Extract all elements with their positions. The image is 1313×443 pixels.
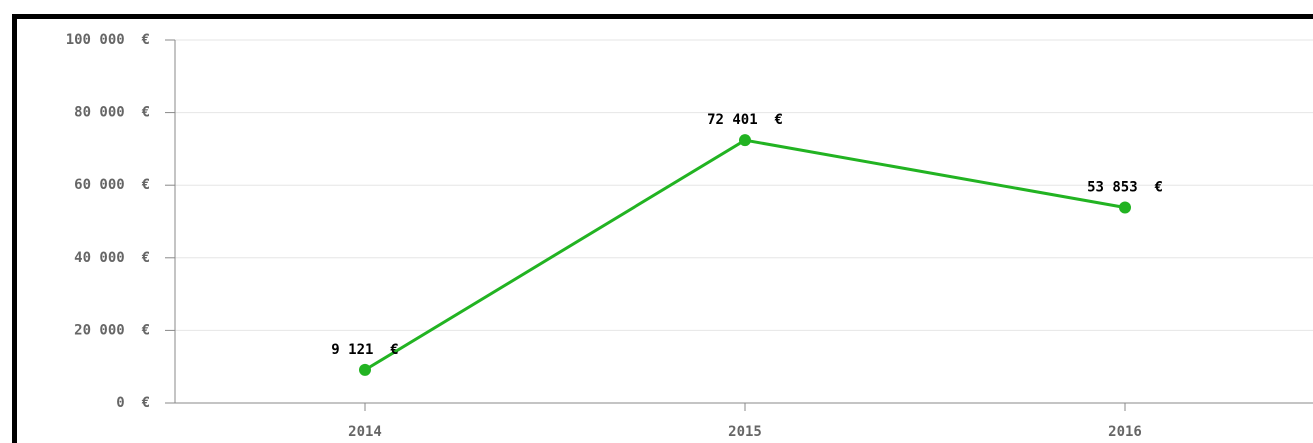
point: [359, 363, 371, 376]
x-tick-label: 2015: [728, 424, 762, 440]
value-label: 9 121 €: [331, 342, 398, 358]
point: [1119, 201, 1131, 214]
value-label: 53 853 €: [1087, 180, 1163, 196]
value-label: 72 401 €: [707, 112, 783, 128]
frame-left: [12, 14, 17, 443]
x-tick-label: 2014: [348, 424, 382, 440]
y-tick-label: 20 000 €: [74, 322, 150, 338]
x-tick-label: 2016: [1108, 424, 1142, 440]
frame-top: [12, 14, 1313, 19]
y-tick-label: 80 000 €: [74, 105, 150, 121]
y-tick-label: 100 000 €: [66, 32, 150, 48]
y-tick-label: 0 €: [116, 395, 150, 411]
point: [739, 134, 751, 147]
y-tick-label: 60 000 €: [74, 177, 150, 193]
y-tick-label: 40 000 €: [74, 250, 150, 266]
